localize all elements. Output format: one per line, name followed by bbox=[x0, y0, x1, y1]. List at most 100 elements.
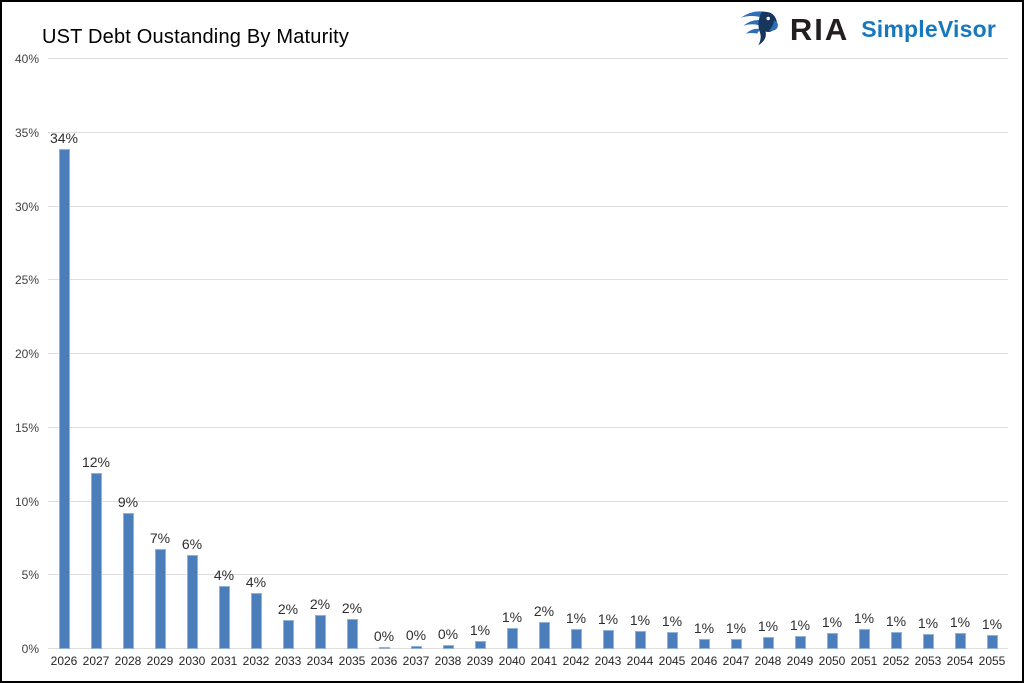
bar-column: 2% 2041 bbox=[528, 59, 560, 668]
bar bbox=[858, 629, 870, 649]
bar-column: 6% 2030 bbox=[176, 59, 208, 668]
bar-column: 1% 2045 bbox=[656, 59, 688, 668]
bar-value-label: 2% bbox=[533, 603, 555, 620]
x-axis-label: 2049 bbox=[786, 654, 814, 668]
chart-title: UST Debt Oustanding By Maturity bbox=[42, 26, 350, 48]
bar-column: 1% 2046 bbox=[688, 59, 720, 668]
bar bbox=[634, 630, 646, 649]
gridline bbox=[48, 58, 1008, 59]
gridline bbox=[48, 205, 1008, 207]
bar-value-label: 1% bbox=[853, 610, 875, 627]
eagle-shield-icon bbox=[736, 8, 782, 50]
bar-column: 7% 2029 bbox=[144, 59, 176, 668]
bar bbox=[602, 629, 614, 649]
bar-value-label: 4% bbox=[213, 566, 235, 583]
gridline bbox=[48, 426, 1008, 428]
y-axis-tick-label: 30% bbox=[14, 199, 39, 214]
bar-value-label: 4% bbox=[245, 573, 267, 590]
bar-value-label: 34% bbox=[49, 129, 79, 146]
bar-value-label: 7% bbox=[149, 529, 171, 546]
bar bbox=[666, 632, 678, 649]
gridline bbox=[48, 500, 1008, 502]
bar bbox=[218, 585, 230, 649]
x-axis-label: 2043 bbox=[594, 654, 622, 668]
bar bbox=[538, 622, 550, 649]
x-axis-label: 2034 bbox=[306, 654, 334, 668]
bar-value-label: 6% bbox=[181, 535, 203, 552]
bar-column: 1% 2049 bbox=[784, 59, 816, 668]
bar bbox=[410, 646, 422, 649]
bar-value-label: 1% bbox=[821, 613, 843, 630]
bar bbox=[570, 629, 582, 649]
y-axis-tick-label: 5% bbox=[21, 568, 39, 583]
gridline bbox=[48, 279, 1008, 281]
bar bbox=[762, 637, 774, 649]
bar bbox=[186, 554, 198, 649]
bar-column: 0% 2037 bbox=[400, 59, 432, 668]
x-axis-label: 2028 bbox=[114, 654, 142, 668]
bar-value-label: 1% bbox=[469, 621, 491, 638]
bar bbox=[346, 618, 358, 649]
bar bbox=[378, 646, 390, 649]
x-axis-label: 2045 bbox=[658, 654, 686, 668]
y-axis-tick-label: 0% bbox=[21, 642, 39, 656]
bar-column: 1% 2055 bbox=[976, 59, 1008, 668]
x-axis-label: 2031 bbox=[210, 654, 238, 668]
bar bbox=[122, 513, 134, 649]
bar-value-label: 1% bbox=[757, 618, 779, 635]
x-axis-label: 2036 bbox=[370, 654, 398, 668]
bar-column: 1% 2054 bbox=[944, 59, 976, 668]
x-axis-label: 2042 bbox=[562, 654, 590, 668]
bar bbox=[154, 548, 166, 649]
x-axis-label: 2035 bbox=[338, 654, 366, 668]
bar-column: 1% 2053 bbox=[912, 59, 944, 668]
bar-value-label: 1% bbox=[981, 616, 1003, 632]
brand-name: RIA bbox=[789, 11, 850, 47]
x-axis-label: 2037 bbox=[402, 654, 430, 668]
x-axis-label: 2040 bbox=[498, 654, 526, 668]
bar-column: 1% 2052 bbox=[880, 59, 912, 668]
x-axis-label: 2039 bbox=[466, 654, 494, 668]
bar-column: 1% 2047 bbox=[720, 59, 752, 668]
y-axis-tick-label: 15% bbox=[14, 420, 39, 435]
bar-column: 1% 2039 bbox=[464, 59, 496, 668]
x-axis-label: 2026 bbox=[50, 654, 78, 668]
x-axis-label: 2032 bbox=[242, 654, 270, 668]
x-axis-label: 2054 bbox=[946, 654, 974, 668]
x-axis-label: 2050 bbox=[818, 654, 846, 668]
x-axis-label: 2030 bbox=[178, 654, 206, 668]
gridline bbox=[48, 131, 1008, 133]
bar bbox=[826, 632, 838, 649]
x-axis-label: 2053 bbox=[914, 654, 942, 668]
bar-value-label: 12% bbox=[81, 454, 111, 471]
x-axis-label: 2041 bbox=[530, 654, 558, 668]
bar bbox=[794, 635, 806, 649]
x-axis-label: 2027 bbox=[82, 654, 110, 668]
x-axis-label: 2055 bbox=[978, 654, 1006, 668]
bar-column: 12% 2027 bbox=[80, 59, 112, 668]
brand-logo: RIA SimpleVisor bbox=[736, 8, 996, 50]
bar-value-label: 1% bbox=[885, 613, 907, 630]
bar-column: 1% 2042 bbox=[560, 59, 592, 668]
bar bbox=[474, 640, 486, 649]
bar bbox=[314, 615, 326, 649]
bar-value-label: 1% bbox=[917, 615, 939, 632]
bar-value-label: 2% bbox=[309, 596, 331, 613]
bar-column: 4% 2031 bbox=[208, 59, 240, 668]
bar-value-label: 1% bbox=[501, 608, 523, 625]
plot-area: 34% 2026 12% 2027 9% 2028 7% 2029 6% 203… bbox=[15, 52, 1008, 668]
x-axis-label: 2048 bbox=[754, 654, 782, 668]
bar-value-label: 1% bbox=[725, 620, 747, 637]
y-axis-tick-label: 35% bbox=[14, 125, 39, 140]
bar-column: 0% 2036 bbox=[368, 59, 400, 668]
bar-column: 0% 2038 bbox=[432, 59, 464, 668]
bar-value-label: 1% bbox=[629, 611, 651, 628]
y-axis-tick-label: 40% bbox=[14, 52, 39, 66]
bar-column: 2% 2034 bbox=[304, 59, 336, 668]
bar-value-label: 1% bbox=[693, 619, 715, 636]
bar-column: 1% 2050 bbox=[816, 59, 848, 668]
bar-column: 1% 2048 bbox=[752, 59, 784, 668]
bar bbox=[986, 635, 998, 649]
bar bbox=[954, 632, 966, 649]
